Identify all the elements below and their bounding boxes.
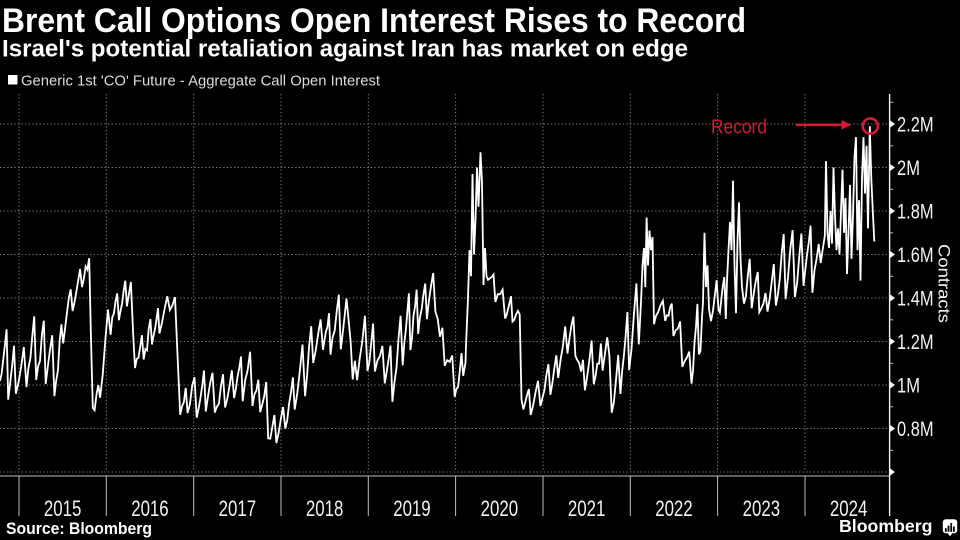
svg-text:1.8M: 1.8M [897,201,934,224]
svg-text:2023: 2023 [743,496,781,521]
svg-text:0.8M: 0.8M [897,418,934,441]
svg-text:Israel's potential retaliation: Israel's potential retaliation against I… [2,36,688,63]
svg-text:Record: Record [711,116,767,139]
svg-text:2016: 2016 [131,496,169,521]
svg-text:Brent Call Options Open Intere: Brent Call Options Open Interest Rises t… [2,2,746,40]
svg-text:2018: 2018 [306,496,344,521]
svg-text:2021: 2021 [568,496,606,521]
svg-text:Bloomberg: Bloomberg [839,516,933,536]
svg-text:2M: 2M [897,157,920,180]
svg-text:1.2M: 1.2M [897,331,934,354]
svg-text:2022: 2022 [655,496,693,521]
svg-text:Generic 1st 'CO' Future - Aggr: Generic 1st 'CO' Future - Aggregate Call… [21,74,380,90]
svg-text:2017: 2017 [219,496,257,521]
svg-text:2020: 2020 [481,496,518,521]
svg-text:2024: 2024 [830,496,868,521]
svg-text:2019: 2019 [393,496,431,521]
svg-text:2015: 2015 [44,496,82,521]
svg-text:Source: Bloomberg: Source: Bloomberg [6,520,152,538]
svg-text:1M: 1M [897,375,920,398]
svg-text:Contracts: Contracts [935,244,954,323]
svg-text:1.4M: 1.4M [897,288,934,311]
svg-text:1.6M: 1.6M [897,244,934,267]
svg-text:2.2M: 2.2M [897,114,934,137]
